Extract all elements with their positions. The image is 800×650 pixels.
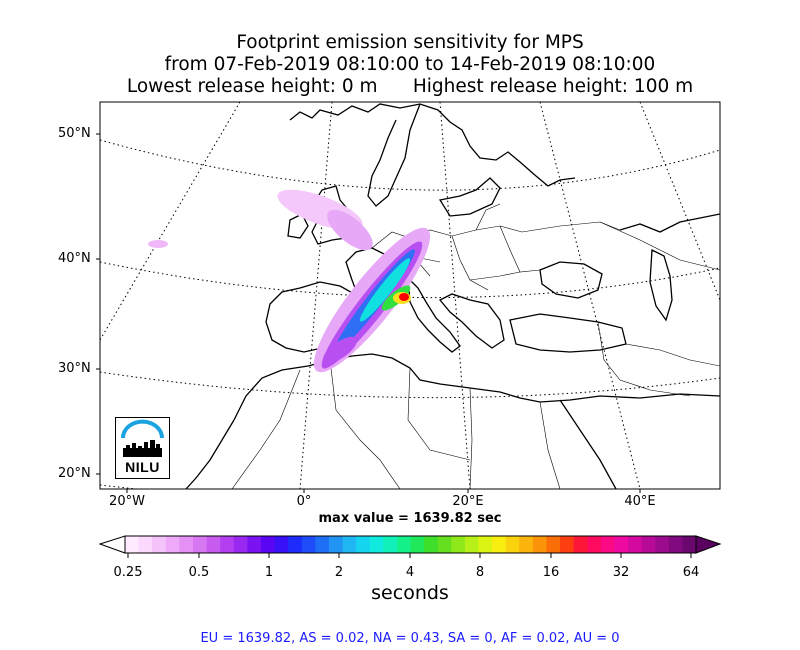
colorbar-segment xyxy=(478,536,493,553)
colorbar-segment xyxy=(451,536,466,553)
lon-label-0: 0° xyxy=(296,494,312,509)
colorbar-segment xyxy=(138,536,153,553)
nilu-logo-icon xyxy=(121,419,164,457)
lat-label-30n: 30°N xyxy=(58,361,91,376)
colorbar-segment xyxy=(410,536,425,553)
plume-south xyxy=(322,336,358,364)
colorbar-segment xyxy=(192,536,208,553)
coast-baltic xyxy=(438,177,501,217)
colorbar-segment xyxy=(464,536,480,553)
title-line-2: from 07-Feb-2019 08:10:00 to 14-Feb-2019… xyxy=(164,54,656,75)
colorbar-segment xyxy=(424,536,439,553)
colorbar-segment xyxy=(328,536,344,553)
map-frame xyxy=(99,101,721,490)
colorbar-segment xyxy=(125,536,140,553)
colorbar-segment xyxy=(260,536,276,553)
colorbar-segment xyxy=(247,536,262,553)
coast-italy xyxy=(407,276,461,353)
latitude-line-40 xyxy=(100,261,720,299)
plume-faint-west xyxy=(148,240,168,248)
coast-norway xyxy=(367,103,421,207)
colorbar-tick-1: 1 xyxy=(264,565,274,580)
colorbar-segment xyxy=(655,536,670,553)
borders-africa xyxy=(231,359,561,489)
colorbar-segment xyxy=(600,536,616,553)
coast-north-africa xyxy=(233,353,720,421)
colorbar-segment xyxy=(301,536,316,553)
colorbar-segments xyxy=(125,536,697,553)
colorbar-tick-16: 16 xyxy=(542,565,560,580)
coast-west-africa xyxy=(185,419,235,489)
nilu-logo-text: NILU xyxy=(125,459,160,475)
colorbar-segment xyxy=(274,536,289,553)
colorbar-segment xyxy=(532,536,548,553)
lon-label-20e: 20°E xyxy=(452,494,484,509)
coast-black-sea xyxy=(539,261,603,299)
lon-label-40e: 40°E xyxy=(624,494,656,509)
colorbar-segment xyxy=(383,536,398,553)
colorbar-segment xyxy=(356,536,371,553)
colorbar-segment xyxy=(573,536,588,553)
coast-red-sea xyxy=(559,399,617,489)
colorbar-segment xyxy=(342,536,357,553)
colorbar-segment xyxy=(546,536,561,553)
meridian-40e xyxy=(539,102,641,489)
colorbar-segment xyxy=(206,536,221,553)
meridian-20w xyxy=(100,102,241,341)
colorbar-tick-0.5: 0.5 xyxy=(188,565,210,580)
colorbar-high-extension xyxy=(695,535,722,554)
nilu-logo: NILU xyxy=(115,417,170,479)
colorbar-segment xyxy=(492,536,507,553)
colorbar-segment xyxy=(587,536,602,553)
lon-label-20w: 20°W xyxy=(109,494,145,509)
colorbar-segment xyxy=(369,536,384,553)
colorbar-segment xyxy=(682,536,697,553)
colorbar-low-extension xyxy=(98,535,126,554)
colorbar-segment xyxy=(628,536,643,553)
colorbar-segment xyxy=(437,536,452,553)
max-value-label: max value = 1639.82 sec xyxy=(318,511,502,526)
plume-cyan xyxy=(359,258,411,322)
coast-east xyxy=(619,213,720,233)
colorbar-tick-8: 8 xyxy=(475,565,485,580)
colorbar-segment xyxy=(505,536,520,553)
colorbar-segment xyxy=(641,536,656,553)
colorbar-segment xyxy=(315,536,330,553)
meridian-0 xyxy=(299,102,333,489)
title-line-1: Footprint emission sensitivity for MPS xyxy=(236,32,584,53)
latitude-line-50 xyxy=(100,139,720,191)
colorbar-segment xyxy=(668,536,684,553)
coast-balkans xyxy=(438,293,505,349)
colorbar-tick-0.25: 0.25 xyxy=(113,565,143,580)
region-stats: EU = 1639.82, AS = 0.02, NA = 0.43, SA =… xyxy=(200,631,620,646)
colorbar-tick-64: 64 xyxy=(682,565,700,580)
colorbar-tick-32: 32 xyxy=(612,565,630,580)
borders-middleeast xyxy=(597,221,720,397)
coast-scandinavia xyxy=(289,103,576,187)
title-line-3: Lowest release height: 0 m Highest relea… xyxy=(126,76,694,97)
plume-faint-north-2 xyxy=(327,209,373,251)
colorbar-segment xyxy=(152,536,167,553)
colorbar-segment xyxy=(233,536,248,553)
coast-caspian xyxy=(649,248,673,322)
colorbar-tick-2: 2 xyxy=(334,565,344,580)
lat-label-20n: 20°N xyxy=(58,466,91,481)
colorbar-segment xyxy=(560,536,575,553)
latitude-line-30 xyxy=(100,371,720,399)
colorbar-segment xyxy=(179,536,194,553)
colorbar-segment xyxy=(614,536,629,553)
colorbar-label: seconds xyxy=(371,582,449,604)
footprint-plume xyxy=(148,189,431,373)
colorbar-segment xyxy=(220,536,235,553)
lat-label-50n: 50°N xyxy=(58,126,91,141)
colorbar-segment xyxy=(288,536,303,553)
colorbar-segment xyxy=(165,536,180,553)
lat-label-40n: 40°N xyxy=(58,251,91,266)
colorbar-tick-4: 4 xyxy=(405,565,415,580)
colorbar-segment xyxy=(519,536,534,553)
colorbar-segment xyxy=(396,536,412,553)
plume-peak xyxy=(399,293,409,301)
